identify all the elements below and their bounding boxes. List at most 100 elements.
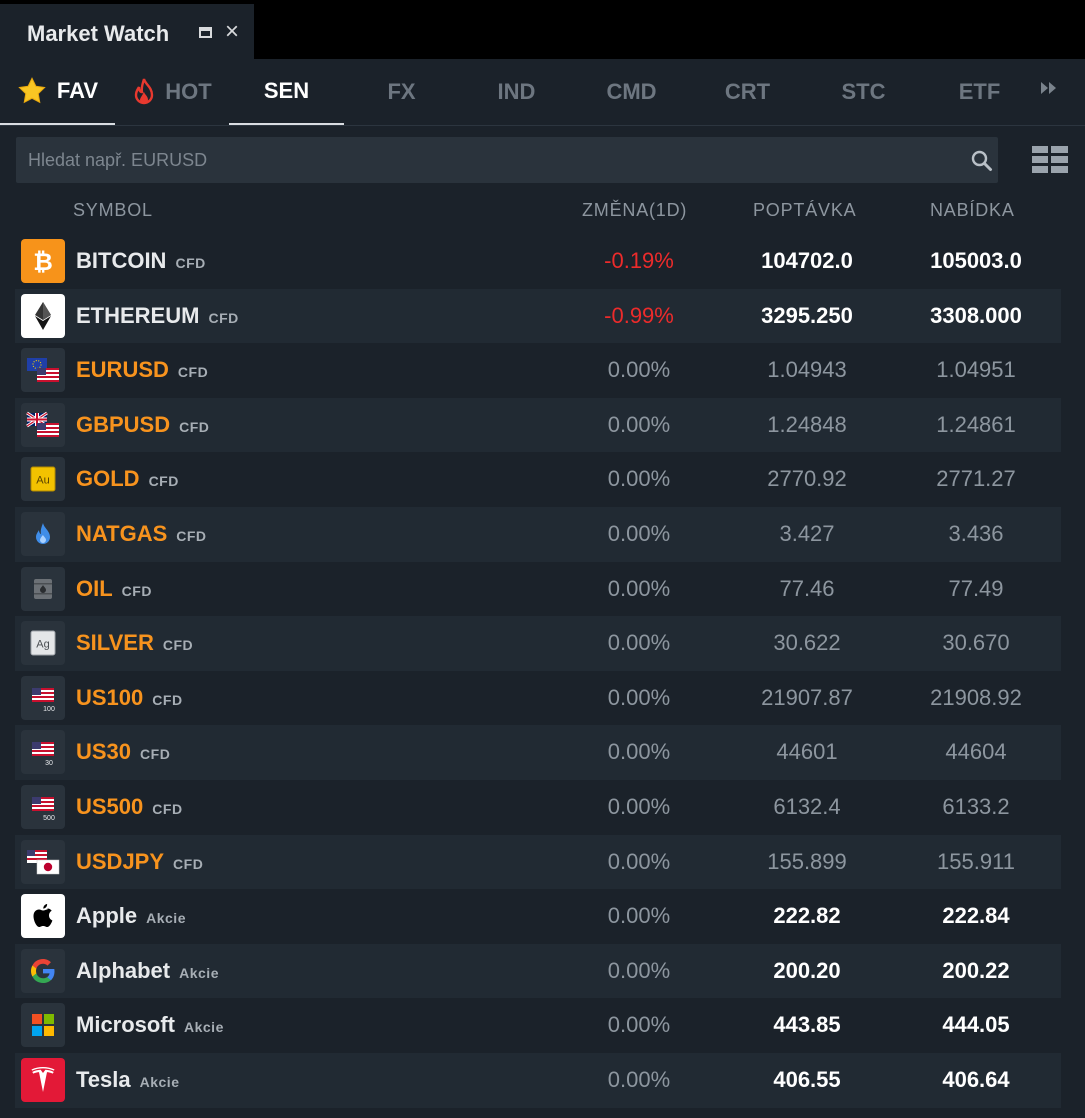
table-row[interactable]: 500 US500 CFD 0.00% 6132.4 6133.2 [15,780,1061,835]
column-header-bid[interactable]: POPTÁVKA [753,200,857,220]
symbol-name: Microsoft Akcie [76,1012,224,1038]
ask-value[interactable]: 30.670 [942,630,1010,656]
category-tabs: FAV HOT SEN FX IND CMD CRT STC ETF [0,59,1085,126]
symbol-name: Apple Akcie [76,903,186,929]
close-icon[interactable]: × [224,18,239,45]
table-row[interactable]: GBPUSD CFD 0.00% 1.24848 1.24861 [15,397,1061,453]
us-jp-flag-icon [21,839,65,884]
bid-value[interactable]: 2770.92 [767,466,847,492]
tab-crt[interactable]: CRT [690,59,805,125]
change-value: 0.00% [607,903,671,929]
table-row[interactable]: Microsoft Akcie 0.00% 443.85 444.05 [15,998,1061,1053]
bid-value[interactable]: 44601 [776,739,838,765]
change-value: 0.00% [607,411,671,437]
star-icon [17,76,47,106]
bid-value[interactable]: 30.622 [773,630,841,656]
ask-value[interactable]: 44604 [945,739,1007,765]
symbol-tag: CFD [140,746,171,763]
bid-value[interactable]: 104702.0 [761,248,853,273]
search-input[interactable] [16,137,936,183]
tab-hot[interactable]: HOT [115,59,230,125]
ask-value[interactable]: 406.64 [942,1066,1010,1092]
ask-value[interactable]: 6133.2 [942,793,1010,819]
table-row[interactable]: Apple Akcie 0.00% 222.82 222.84 [15,889,1061,944]
ask-value[interactable]: 105003.0 [930,248,1022,273]
bid-value[interactable]: 443.85 [773,1012,841,1038]
bid-value[interactable]: 222.82 [773,903,841,929]
column-header-ask[interactable]: NABÍDKA [930,200,1015,220]
bid-value[interactable]: 77.46 [779,575,835,601]
ask-value[interactable]: 222.84 [942,903,1010,929]
bid-value[interactable]: 6132.4 [773,793,841,819]
column-header-symbol[interactable]: SYMBOL [73,200,153,220]
bid-value[interactable]: 155.899 [767,848,847,874]
symbol-tag: CFD [208,309,239,326]
market-watch-window-tab[interactable]: Market Watch × [0,4,254,59]
tab-stc[interactable]: STC [806,59,921,125]
svg-text:₿: ₿ [33,248,53,275]
tesla-logo-icon [21,1057,65,1102]
table-row[interactable]: Tesla Akcie 0.00% 406.55 406.64 [15,1052,1061,1108]
bid-value[interactable]: 1.24848 [767,411,847,437]
ask-value[interactable]: 1.24861 [936,411,1016,437]
layout-grid-icon[interactable] [1032,146,1068,174]
table-row[interactable]: ETHEREUM CFD -0.99% 3295.250 3308.000 [15,288,1061,344]
symbol-name: US30 CFD [76,739,171,765]
bid-value[interactable]: 200.20 [773,957,841,983]
tab-cmd[interactable]: CMD [574,59,689,125]
search-icon[interactable] [970,149,994,173]
tab-etf[interactable]: ETF [922,59,1037,125]
gas-flame-icon [21,511,65,556]
ask-value[interactable]: 3308.000 [930,302,1022,328]
change-value: 0.00% [607,575,671,601]
ethereum-icon [21,293,65,338]
symbol-tag: Akcie [146,910,186,927]
change-value: 0.00% [607,793,671,819]
table-row[interactable]: Ag SILVER CFD 0.00% 30.622 30.670 [15,616,1061,671]
symbol-tag: Akcie [179,964,219,981]
change-value: 0.00% [607,630,671,656]
tab-ind[interactable]: IND [459,59,574,125]
bid-value[interactable]: 3.427 [779,520,835,546]
symbol-tag: CFD [152,800,183,817]
tab-label: ETF [958,79,1001,104]
table-row[interactable]: USDJPY CFD 0.00% 155.899 155.911 [15,834,1061,890]
ask-value[interactable]: 444.05 [942,1012,1010,1038]
table-row[interactable]: Alphabet Akcie 0.00% 200.20 200.22 [15,943,1061,999]
svg-text:30: 30 [45,760,53,767]
bid-value[interactable]: 406.55 [773,1066,841,1092]
svg-text:500: 500 [43,815,55,822]
maximize-icon[interactable] [199,27,212,38]
scroll-tabs-right-icon[interactable] [1040,80,1064,104]
us-flag-icon: 500 [21,784,65,829]
us-flag-icon: 100 [21,675,65,720]
ask-value[interactable]: 77.49 [948,575,1004,601]
ask-value[interactable]: 200.22 [942,957,1010,983]
symbol-tag: CFD [152,691,183,708]
table-row[interactable]: NATGAS CFD 0.00% 3.427 3.436 [15,506,1061,562]
tab-fav[interactable]: FAV [0,59,115,125]
table-row[interactable]: ₿ BITCOIN CFD -0.19% 104702.0 105003.0 [15,234,1061,289]
tab-label: CRT [724,79,771,104]
table-row[interactable]: Au GOLD CFD 0.00% 2770.92 2771.27 [15,452,1061,507]
tab-sen[interactable]: SEN [229,59,344,125]
ask-value[interactable]: 2771.27 [936,466,1016,492]
change-value: 0.00% [607,1066,671,1092]
column-header-change[interactable]: ZMĚNA(1D) [582,200,688,220]
bid-value[interactable]: 21907.87 [761,684,853,710]
bid-value[interactable]: 3295.250 [761,302,853,328]
symbol-name: SILVER CFD [76,630,194,656]
table-row[interactable]: 100 US100 CFD 0.00% 21907.87 21908.92 [15,671,1061,726]
table-row[interactable]: OIL CFD 0.00% 77.46 77.49 [15,562,1061,617]
table-row[interactable]: 30 US30 CFD 0.00% 44601 44604 [15,725,1061,780]
bid-value[interactable]: 1.04943 [767,357,847,383]
ask-value[interactable]: 21908.92 [930,684,1022,710]
ask-value[interactable]: 1.04951 [936,357,1016,383]
ask-value[interactable]: 155.911 [937,848,1015,874]
ask-value[interactable]: 3.436 [948,520,1004,546]
symbol-tag: CFD [148,473,179,490]
tab-label: HOT [165,79,212,104]
symbol-name: EURUSD CFD [76,357,209,383]
table-row[interactable]: EURUSD CFD 0.00% 1.04943 1.04951 [15,343,1061,398]
tab-fx[interactable]: FX [344,59,459,125]
